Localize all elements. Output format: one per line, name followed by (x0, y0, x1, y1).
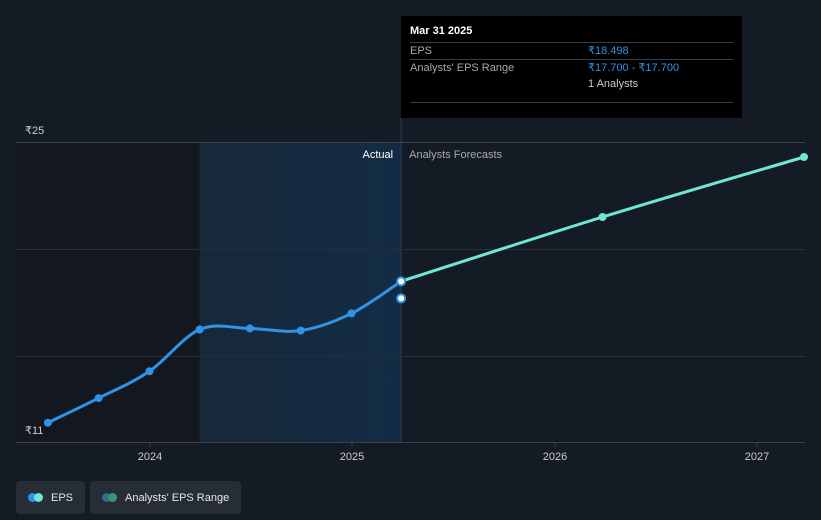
tooltip-eps-row: EPS ₹18.498 (410, 42, 733, 59)
tooltip-analysts-row: 1 Analysts (410, 76, 733, 93)
tooltip-range-label: Analysts' EPS Range (410, 62, 515, 74)
past-background (16, 142, 200, 442)
tooltip-range-row: Analysts' EPS Range ₹17.700 - ₹17.700 (410, 59, 733, 76)
x-tick-label: 2027 (745, 451, 769, 463)
tooltip-eps-label: EPS (410, 45, 433, 57)
y-tick-label-max: ₹25 (25, 125, 44, 137)
forecast-point (598, 213, 607, 221)
eps-point (145, 367, 154, 376)
eps-chart: ₹25 ₹11 2024 2025 2026 2027 Actual Analysts For… (16, 118, 808, 463)
eps-point (43, 418, 52, 427)
legend-range-label: Analysts' EPS Range (125, 491, 230, 504)
y-tick-label-min: ₹11 (25, 425, 43, 437)
legend-range-swatch (102, 493, 118, 502)
x-tick-label: 2025 (340, 451, 364, 463)
forecast-point (800, 153, 808, 161)
tooltip: Mar 31 2025 EPS ₹18.498 Analysts' EPS Ra… (401, 16, 742, 118)
eps-point (94, 394, 103, 403)
legend-eps-button[interactable]: EPS (16, 481, 86, 514)
eps-current-point (396, 276, 407, 287)
tooltip-range-value: ₹17.700 - ₹17.700 (588, 62, 680, 74)
tooltip-analysts-count: 1 Analysts (588, 78, 639, 90)
eps-point (347, 309, 356, 318)
actual-region (199, 142, 402, 442)
eps-point (245, 324, 254, 333)
actual-label: Actual (363, 149, 394, 161)
legend: EPS Analysts' EPS Range (16, 481, 242, 514)
legend-range-button[interactable]: Analysts' EPS Range (90, 481, 242, 514)
tooltip-eps-value: ₹18.498 (588, 45, 629, 57)
tooltip-divider (410, 102, 733, 103)
range-point (396, 293, 407, 304)
eps-point (296, 326, 305, 335)
forecast-label: Analysts Forecasts (409, 149, 502, 161)
legend-eps-swatch (28, 493, 43, 502)
tooltip-date: Mar 31 2025 (410, 25, 473, 37)
legend-eps-label: EPS (51, 491, 74, 504)
eps-point (195, 325, 204, 334)
eps-line (47, 280, 402, 425)
x-tick-label: 2026 (543, 451, 567, 463)
x-tick-label: 2024 (138, 451, 162, 463)
